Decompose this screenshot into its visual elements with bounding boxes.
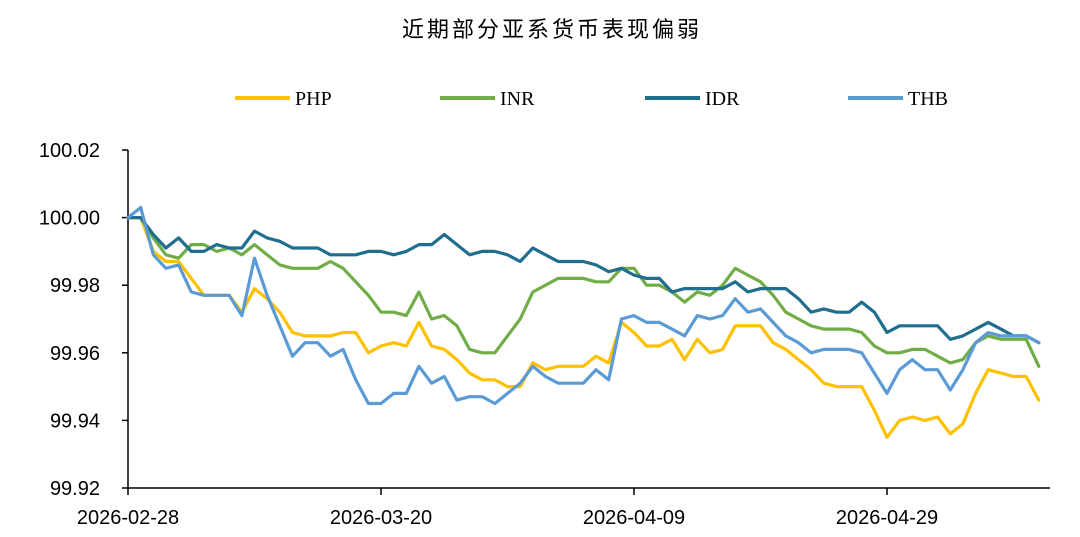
- legend: PHP INR IDR THB: [235, 88, 948, 110]
- series-line-thb: [126, 205, 1041, 406]
- legend-item-php: PHP: [235, 88, 332, 110]
- x-tick-label: 2026-04-09: [583, 507, 685, 529]
- series-line-idr: [126, 216, 1041, 345]
- y-tick-label: 100.02: [39, 140, 100, 162]
- y-axis: 99.92 99.94 99.96 99.98 100.00 100.02: [39, 140, 129, 500]
- chart-title: 近期部分亚系货币表现偏弱: [402, 18, 702, 43]
- series-line-php: [126, 216, 1041, 439]
- x-axis: 2026-02-28 2026-03-20 2026-04-09 2026-04-29: [77, 487, 1050, 529]
- y-tick-label: 100.00: [39, 208, 100, 230]
- x-tick-label: 2026-04-29: [836, 507, 938, 529]
- y-tick-label: 99.92: [50, 478, 100, 500]
- x-tick-label: 2026-03-20: [330, 507, 432, 529]
- legend-label: INR: [500, 88, 535, 110]
- legend-item-inr: INR: [440, 88, 535, 110]
- y-tick-label: 99.96: [50, 343, 100, 365]
- legend-label: THB: [908, 88, 948, 110]
- legend-label: PHP: [295, 88, 332, 110]
- series-line-inr: [126, 216, 1041, 368]
- legend-label: IDR: [705, 88, 740, 110]
- x-tick-label: 2026-02-28: [77, 507, 179, 529]
- legend-item-thb: THB: [848, 88, 948, 110]
- y-tick-label: 99.94: [50, 410, 100, 432]
- y-tick-label: 99.98: [50, 275, 100, 297]
- plot-area: [126, 205, 1041, 439]
- legend-item-idr: IDR: [645, 88, 740, 110]
